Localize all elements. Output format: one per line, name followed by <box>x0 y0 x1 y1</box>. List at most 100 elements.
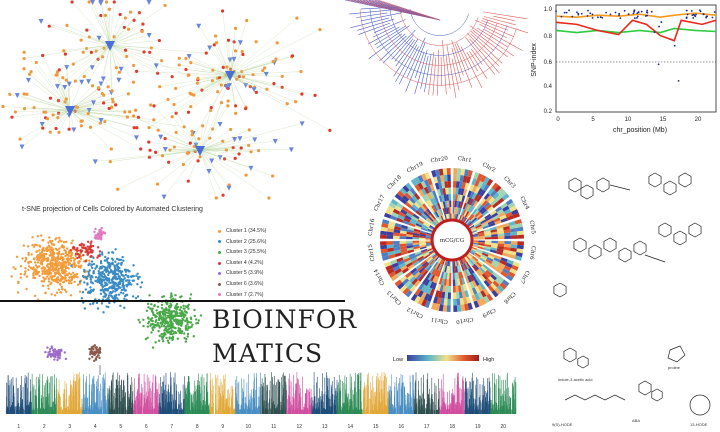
tsne-point <box>35 250 39 253</box>
network-edge <box>109 44 126 51</box>
circos-cell <box>455 181 460 188</box>
circos-cell <box>469 214 475 221</box>
circos-cell <box>456 304 462 312</box>
tsne-point <box>97 277 100 280</box>
tsne-point <box>103 274 107 278</box>
circos-cell <box>447 259 450 267</box>
tsne-point <box>111 277 115 281</box>
circos-cell <box>393 241 400 245</box>
circos-chr-label: Chr10 <box>455 316 474 325</box>
circos-cell <box>415 273 423 281</box>
network-node <box>47 24 51 28</box>
tsne-point <box>182 304 185 308</box>
tsne-point <box>31 243 34 247</box>
circos-cell <box>471 233 479 237</box>
tsne-point <box>168 336 171 339</box>
circos-cell <box>472 256 479 262</box>
circos-cell <box>417 182 424 190</box>
tsne-point <box>101 286 105 289</box>
tsne-point <box>67 272 71 275</box>
network-node <box>184 56 188 60</box>
circos-cell <box>446 305 451 312</box>
snp-point <box>580 12 583 15</box>
circos-chr-label: Chr4 <box>518 196 530 212</box>
circos-cell <box>484 240 492 243</box>
circos-cell <box>484 234 492 238</box>
tsne-point <box>116 268 119 272</box>
tree-branch <box>382 30 416 64</box>
network-node <box>186 179 190 183</box>
circos-cell <box>517 241 524 246</box>
tsne-point <box>68 281 71 285</box>
network-edge <box>109 1 150 46</box>
circos-cell <box>462 209 467 217</box>
tsne-point <box>74 254 77 258</box>
network-edge <box>190 74 231 107</box>
circos-cell <box>426 265 433 272</box>
tree-branch <box>395 44 418 82</box>
network-node <box>158 85 162 89</box>
circos-cell <box>390 259 398 265</box>
tsne-point <box>93 230 96 234</box>
tsne-point <box>70 278 73 282</box>
circos-cell <box>499 259 507 266</box>
circos-cell <box>422 251 429 256</box>
network-node <box>328 128 332 132</box>
tree-branch <box>482 18 528 34</box>
network-edge <box>197 74 231 79</box>
network-edge <box>199 145 249 151</box>
circos-cell <box>453 266 457 273</box>
network-edge <box>50 109 71 133</box>
circos-cell <box>492 214 500 221</box>
circos-cell <box>467 302 473 310</box>
circos-cell <box>393 246 401 251</box>
circos-chr-label: Chr20 <box>430 156 449 165</box>
snp-xtick: 5 <box>591 117 595 123</box>
circos-cell <box>396 202 404 209</box>
circos-cell <box>497 275 505 283</box>
network-edge <box>109 44 158 74</box>
tsne-point <box>23 260 27 263</box>
network-node <box>174 111 178 115</box>
network-node <box>186 110 191 114</box>
network-node <box>64 97 68 101</box>
tsne-point <box>179 330 182 333</box>
circos-cell <box>430 198 436 206</box>
network-edge <box>188 74 231 113</box>
circos-cell <box>419 230 427 234</box>
circos-cell <box>453 298 457 306</box>
circos-cell <box>420 284 427 292</box>
tsne-point <box>82 246 85 250</box>
circos-cell <box>406 282 414 290</box>
tsne-point <box>170 324 173 327</box>
tsne-point <box>181 330 184 333</box>
network-node <box>116 77 122 83</box>
circos-cell <box>387 250 395 256</box>
circos-cell <box>497 230 505 235</box>
circos-cell <box>418 198 425 205</box>
tsne-point <box>46 259 49 263</box>
circos-cell <box>479 275 486 282</box>
circos-cell <box>456 259 460 266</box>
tsne-point <box>94 234 97 237</box>
circos-cell <box>464 290 470 298</box>
snp-xtick: 0 <box>556 117 560 123</box>
tsne-point <box>114 295 117 298</box>
network-node <box>89 50 93 54</box>
network-node <box>118 66 124 72</box>
tsne-point <box>111 262 115 266</box>
network-edge <box>229 74 288 104</box>
network-node <box>219 101 224 105</box>
circos-cell <box>470 258 476 264</box>
tsne-point <box>107 264 110 268</box>
circos-cell <box>422 224 429 229</box>
network-node <box>226 104 230 108</box>
tsne-point <box>166 339 170 342</box>
circos-cell <box>421 212 429 219</box>
tsne-point <box>156 321 160 325</box>
tsne-point <box>99 231 102 234</box>
circos-cell <box>477 244 485 248</box>
tsne-point <box>75 249 78 252</box>
network-node <box>61 76 65 80</box>
tsne-point <box>196 321 200 325</box>
